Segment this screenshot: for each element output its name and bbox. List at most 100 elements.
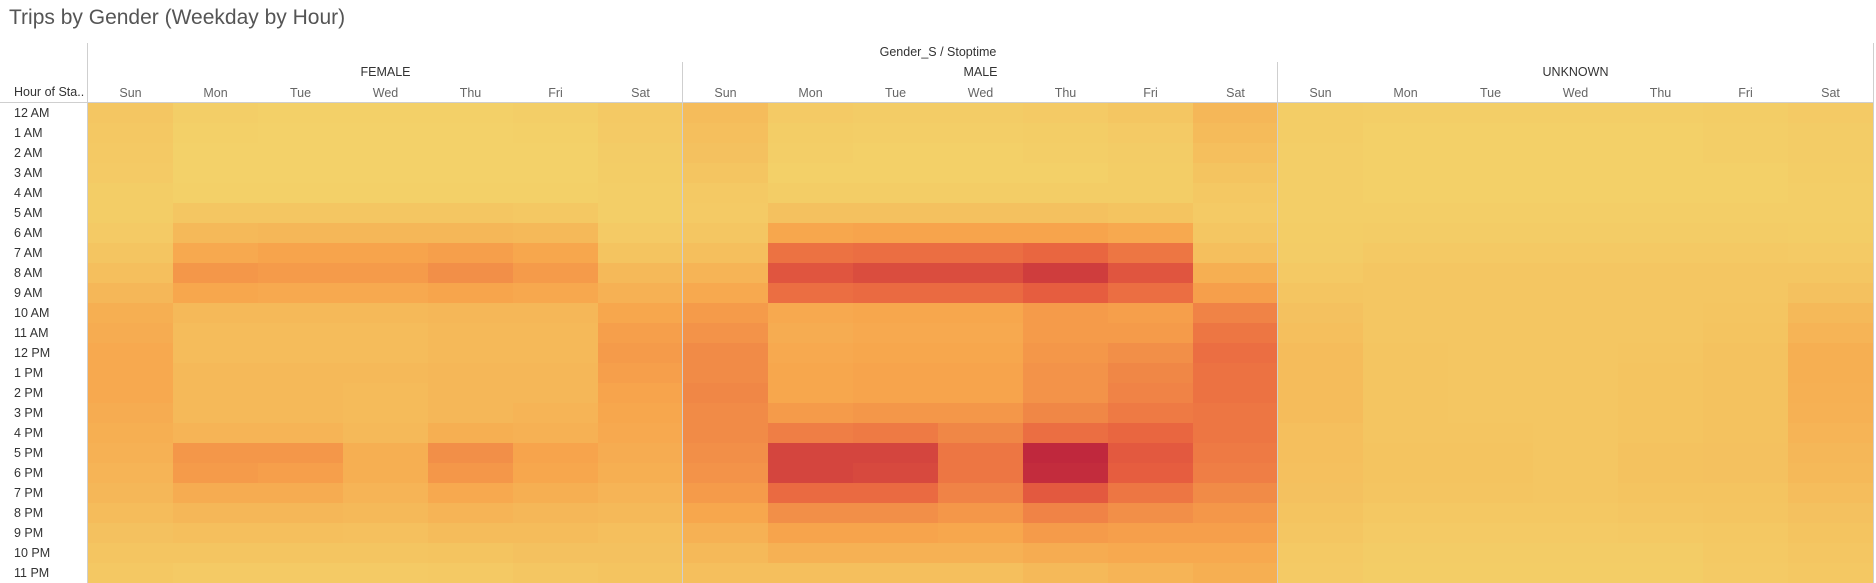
heatmap-cell[interactable] [1023, 123, 1109, 144]
heatmap-cell[interactable] [683, 183, 769, 204]
heatmap-cell[interactable] [938, 263, 1024, 284]
heatmap-cell[interactable] [173, 103, 259, 124]
day-label[interactable]: Tue [289, 86, 312, 100]
group-label[interactable]: UNKNOWN [1542, 65, 1609, 79]
heatmap-cell[interactable] [1533, 223, 1619, 244]
heatmap-cell[interactable] [88, 423, 174, 444]
heatmap-cell[interactable] [258, 543, 344, 564]
heatmap-cell[interactable] [1618, 183, 1704, 204]
heatmap-cell[interactable] [173, 303, 259, 324]
heatmap-cell[interactable] [1618, 143, 1704, 164]
heatmap-cell[interactable] [1193, 503, 1279, 524]
heatmap-cell[interactable] [938, 503, 1024, 524]
heatmap-cell[interactable] [1703, 423, 1789, 444]
heatmap-cell[interactable] [1533, 303, 1619, 324]
heatmap-cell[interactable] [1363, 403, 1449, 424]
heatmap-cell[interactable] [1023, 223, 1109, 244]
hour-label[interactable]: 2 AM [14, 146, 43, 160]
heatmap-cell[interactable] [768, 463, 854, 484]
heatmap-cell[interactable] [1618, 523, 1704, 544]
heatmap-cell[interactable] [1278, 263, 1364, 284]
heatmap-cell[interactable] [1193, 403, 1279, 424]
heatmap-cell[interactable] [1363, 483, 1449, 504]
heatmap-cell[interactable] [938, 463, 1024, 484]
heatmap-cell[interactable] [938, 523, 1024, 544]
heatmap-cell[interactable] [88, 263, 174, 284]
heatmap-cell[interactable] [1108, 223, 1194, 244]
heatmap-cell[interactable] [768, 243, 854, 264]
heatmap-cell[interactable] [768, 523, 854, 544]
heatmap-cell[interactable] [853, 303, 939, 324]
heatmap-cell[interactable] [343, 123, 429, 144]
heatmap-cell[interactable] [1278, 223, 1364, 244]
hour-label[interactable]: 5 AM [14, 206, 43, 220]
hour-label[interactable]: 3 PM [14, 406, 44, 420]
hour-label[interactable]: 9 PM [14, 526, 44, 540]
heatmap-cell[interactable] [1023, 443, 1109, 464]
heatmap-cell[interactable] [1788, 263, 1874, 284]
heatmap-cell[interactable] [1533, 183, 1619, 204]
heatmap-cell[interactable] [1193, 123, 1279, 144]
heatmap-cell[interactable] [173, 203, 259, 224]
heatmap-cell[interactable] [88, 183, 174, 204]
heatmap-cell[interactable] [598, 403, 684, 424]
heatmap-cell[interactable] [1193, 263, 1279, 284]
heatmap-cell[interactable] [1533, 103, 1619, 124]
heatmap-cell[interactable] [1108, 563, 1194, 583]
heatmap-cell[interactable] [1703, 203, 1789, 224]
heatmap-cell[interactable] [88, 123, 174, 144]
heatmap-cell[interactable] [1448, 183, 1534, 204]
heatmap-cell[interactable] [938, 483, 1024, 504]
day-label[interactable]: Tue [884, 86, 907, 100]
heatmap-cell[interactable] [1618, 123, 1704, 144]
heatmap-cell[interactable] [1193, 323, 1279, 344]
heatmap-cell[interactable] [258, 403, 344, 424]
heatmap-cell[interactable] [1788, 143, 1874, 164]
heatmap-cell[interactable] [598, 423, 684, 444]
heatmap-cell[interactable] [683, 263, 769, 284]
heatmap-cell[interactable] [1363, 543, 1449, 564]
heatmap-cell[interactable] [683, 463, 769, 484]
heatmap-cell[interactable] [343, 323, 429, 344]
day-label[interactable]: Fri [1143, 86, 1158, 100]
heatmap-cell[interactable] [258, 123, 344, 144]
heatmap-cell[interactable] [768, 223, 854, 244]
heatmap-cell[interactable] [1108, 103, 1194, 124]
heatmap-cell[interactable] [88, 403, 174, 424]
heatmap-cell[interactable] [343, 563, 429, 583]
heatmap-cell[interactable] [1448, 143, 1534, 164]
heatmap-cell[interactable] [1363, 443, 1449, 464]
heatmap-cell[interactable] [428, 343, 514, 364]
heatmap-cell[interactable] [938, 303, 1024, 324]
heatmap-cell[interactable] [768, 423, 854, 444]
heatmap-cell[interactable] [343, 163, 429, 184]
heatmap-cell[interactable] [1533, 283, 1619, 304]
heatmap-cell[interactable] [598, 343, 684, 364]
heatmap-cell[interactable] [768, 183, 854, 204]
heatmap-cell[interactable] [938, 243, 1024, 264]
heatmap-cell[interactable] [343, 363, 429, 384]
heatmap-cell[interactable] [853, 523, 939, 544]
heatmap-cell[interactable] [938, 123, 1024, 144]
heatmap-cell[interactable] [173, 463, 259, 484]
heatmap-cell[interactable] [1533, 363, 1619, 384]
heatmap-cell[interactable] [938, 223, 1024, 244]
hour-label[interactable]: 12 PM [14, 346, 51, 360]
heatmap-cell[interactable] [1618, 363, 1704, 384]
heatmap-cell[interactable] [1278, 343, 1364, 364]
heatmap-cell[interactable] [513, 383, 599, 404]
heatmap-cell[interactable] [853, 203, 939, 224]
heatmap-cell[interactable] [683, 203, 769, 224]
heatmap-cell[interactable] [1363, 103, 1449, 124]
heatmap-cell[interactable] [513, 503, 599, 524]
heatmap-cell[interactable] [1448, 423, 1534, 444]
heatmap-cell[interactable] [513, 343, 599, 364]
heatmap-cell[interactable] [258, 503, 344, 524]
heatmap-cell[interactable] [1788, 503, 1874, 524]
heatmap-cell[interactable] [173, 343, 259, 364]
heatmap-cell[interactable] [1448, 283, 1534, 304]
heatmap-cell[interactable] [88, 483, 174, 504]
heatmap-cell[interactable] [513, 123, 599, 144]
heatmap-cell[interactable] [853, 103, 939, 124]
heatmap-cell[interactable] [853, 243, 939, 264]
